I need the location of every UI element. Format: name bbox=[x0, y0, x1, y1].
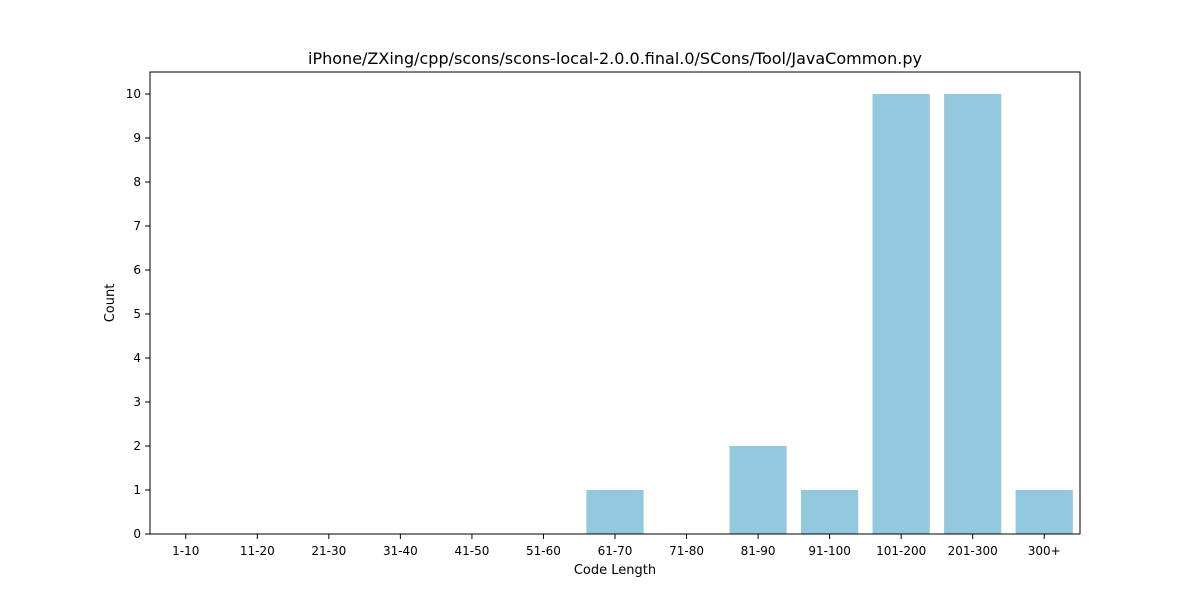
x-tick-label: 41-50 bbox=[454, 544, 489, 558]
y-tick-label: 1 bbox=[133, 483, 141, 497]
x-axis-ticks: 1-10 11-20 21-30 31-40 41-50 51-60 61-70 71-80 8… bbox=[172, 534, 1061, 558]
x-tick-label: 21-30 bbox=[311, 544, 346, 558]
x-tick-label: 11-20 bbox=[240, 544, 275, 558]
y-tick-label: 7 bbox=[133, 219, 141, 233]
chart-title: iPhone/ZXing/cpp/scons/scons-local-2.0.0… bbox=[308, 49, 922, 68]
bar-91-100 bbox=[801, 490, 859, 534]
y-tick-label: 4 bbox=[133, 351, 141, 365]
y-tick-label: 8 bbox=[133, 175, 141, 189]
y-tick-label: 10 bbox=[126, 87, 141, 101]
y-tick-label: 9 bbox=[133, 131, 141, 145]
y-tick-label: 0 bbox=[133, 527, 141, 541]
x-tick-label: 91-100 bbox=[808, 544, 851, 558]
x-tick-label: 61-70 bbox=[598, 544, 633, 558]
bar-101-200 bbox=[872, 94, 930, 534]
y-tick-label: 3 bbox=[133, 395, 141, 409]
x-tick-label: 51-60 bbox=[526, 544, 561, 558]
x-axis-label: Code Length bbox=[574, 563, 656, 578]
x-tick-label: 1-10 bbox=[172, 544, 199, 558]
x-tick-label: 300+ bbox=[1028, 544, 1061, 558]
y-tick-label: 6 bbox=[133, 263, 141, 277]
y-axis-ticks: 0 1 2 3 4 5 6 7 8 9 10 bbox=[126, 87, 150, 541]
bar-201-300 bbox=[944, 94, 1002, 534]
y-tick-label: 5 bbox=[133, 307, 141, 321]
x-tick-label: 81-90 bbox=[741, 544, 776, 558]
bar-300+ bbox=[1015, 490, 1073, 534]
x-tick-label: 71-80 bbox=[669, 544, 704, 558]
bars-group bbox=[586, 94, 1073, 534]
y-axis-label: Count bbox=[103, 284, 118, 323]
plot-area-frame bbox=[149, 71, 1081, 535]
x-tick-label: 31-40 bbox=[383, 544, 418, 558]
bar-61-70 bbox=[586, 490, 644, 534]
y-tick-label: 2 bbox=[133, 439, 141, 453]
x-tick-label: 101-200 bbox=[876, 544, 926, 558]
x-tick-label: 201-300 bbox=[948, 544, 998, 558]
bar-81-90 bbox=[729, 446, 787, 534]
